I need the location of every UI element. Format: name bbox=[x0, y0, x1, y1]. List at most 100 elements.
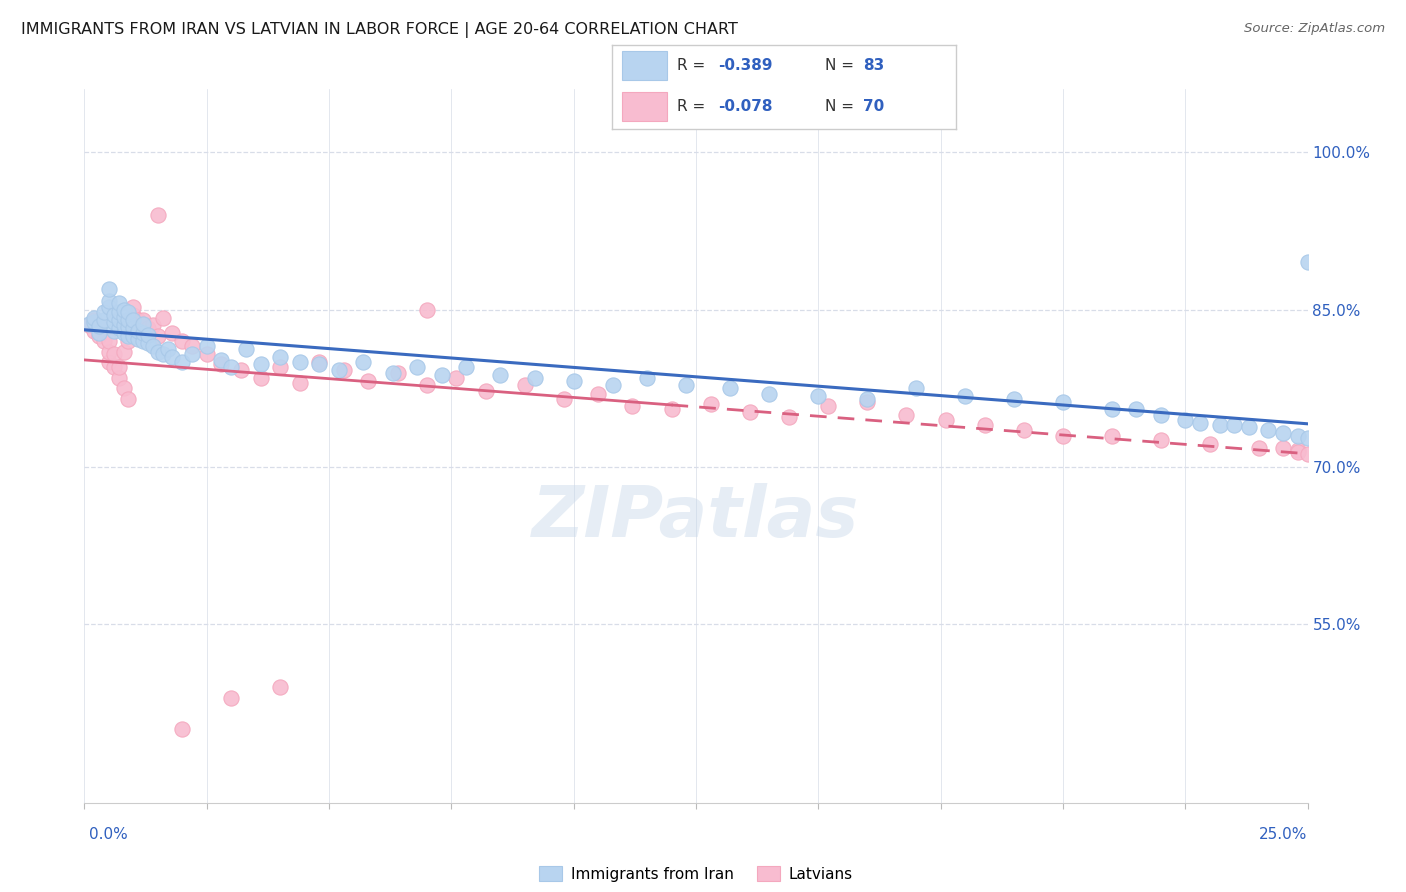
Point bbox=[107, 296, 129, 310]
Point bbox=[152, 310, 174, 325]
Point bbox=[332, 363, 354, 377]
Point bbox=[83, 310, 105, 325]
Point bbox=[117, 313, 139, 327]
Point bbox=[489, 368, 512, 382]
Point bbox=[93, 334, 115, 348]
Text: 70: 70 bbox=[863, 99, 884, 114]
Point bbox=[807, 389, 830, 403]
Point bbox=[122, 328, 145, 343]
Point bbox=[146, 208, 169, 222]
Point bbox=[107, 321, 129, 335]
Point bbox=[308, 357, 330, 371]
Point bbox=[103, 346, 125, 360]
Point bbox=[1188, 416, 1211, 430]
Point bbox=[1257, 423, 1279, 437]
Point bbox=[1296, 447, 1319, 461]
Point bbox=[107, 371, 129, 385]
Point bbox=[718, 381, 741, 395]
Point bbox=[1052, 395, 1074, 409]
Point bbox=[778, 409, 800, 424]
Point bbox=[103, 315, 125, 329]
Point bbox=[328, 363, 350, 377]
Point bbox=[142, 339, 165, 353]
Point bbox=[387, 366, 409, 380]
Point bbox=[738, 405, 761, 419]
Point bbox=[195, 339, 218, 353]
Text: N =: N = bbox=[825, 99, 859, 114]
Point bbox=[107, 313, 129, 327]
Point bbox=[156, 343, 179, 357]
Text: -0.389: -0.389 bbox=[718, 58, 773, 73]
Point bbox=[661, 402, 683, 417]
Point bbox=[523, 371, 546, 385]
Point bbox=[973, 417, 995, 432]
Text: Source: ZipAtlas.com: Source: ZipAtlas.com bbox=[1244, 22, 1385, 36]
Point bbox=[209, 357, 232, 371]
Point bbox=[1223, 417, 1246, 432]
Point bbox=[181, 339, 204, 353]
Text: IMMIGRANTS FROM IRAN VS LATVIAN IN LABOR FORCE | AGE 20-64 CORRELATION CHART: IMMIGRANTS FROM IRAN VS LATVIAN IN LABOR… bbox=[21, 22, 738, 38]
Point bbox=[112, 310, 135, 324]
Point bbox=[758, 386, 780, 401]
Point bbox=[1198, 437, 1220, 451]
Point bbox=[1247, 441, 1270, 455]
Point bbox=[117, 334, 139, 348]
Point bbox=[1101, 402, 1123, 417]
Point bbox=[1150, 433, 1173, 447]
Point bbox=[87, 328, 110, 343]
Point bbox=[87, 318, 110, 333]
Point bbox=[513, 378, 536, 392]
Bar bbox=[621, 92, 666, 120]
Point bbox=[249, 371, 271, 385]
Point bbox=[117, 320, 139, 334]
Point bbox=[97, 301, 120, 315]
Point bbox=[132, 318, 155, 332]
Text: R =: R = bbox=[678, 99, 710, 114]
Point bbox=[288, 355, 311, 369]
Point bbox=[112, 381, 135, 395]
Point bbox=[97, 334, 120, 348]
Point bbox=[1237, 420, 1260, 434]
Point bbox=[1125, 402, 1147, 417]
Point bbox=[103, 324, 125, 338]
Point bbox=[1052, 428, 1074, 442]
Point bbox=[97, 344, 120, 359]
Point bbox=[87, 326, 110, 340]
Point bbox=[621, 399, 644, 413]
Point bbox=[1272, 426, 1295, 441]
Point bbox=[249, 357, 271, 371]
Point bbox=[416, 302, 439, 317]
Point bbox=[381, 366, 404, 380]
Point bbox=[97, 294, 120, 309]
Point bbox=[93, 313, 115, 327]
Point bbox=[77, 318, 100, 332]
Point bbox=[172, 723, 194, 737]
Point bbox=[152, 346, 174, 360]
Point bbox=[122, 301, 145, 315]
Point bbox=[1296, 431, 1319, 445]
Point bbox=[136, 321, 159, 335]
Point bbox=[406, 360, 429, 375]
Point bbox=[83, 324, 105, 338]
Point bbox=[474, 384, 496, 399]
Point bbox=[636, 371, 658, 385]
Point bbox=[107, 304, 129, 318]
Point bbox=[817, 399, 839, 413]
Point bbox=[112, 302, 135, 317]
Point bbox=[856, 392, 879, 406]
Point bbox=[83, 313, 105, 327]
Point bbox=[288, 376, 311, 390]
Point bbox=[352, 355, 374, 369]
Point bbox=[132, 324, 155, 338]
Point bbox=[1174, 413, 1197, 427]
Point bbox=[269, 350, 291, 364]
Point bbox=[1286, 428, 1309, 442]
Point bbox=[97, 282, 120, 296]
Point bbox=[117, 328, 139, 343]
Bar bbox=[621, 52, 666, 80]
Point bbox=[132, 326, 155, 340]
Text: R =: R = bbox=[678, 58, 710, 73]
Point bbox=[856, 395, 879, 409]
Point bbox=[269, 681, 291, 695]
Point bbox=[112, 318, 135, 333]
